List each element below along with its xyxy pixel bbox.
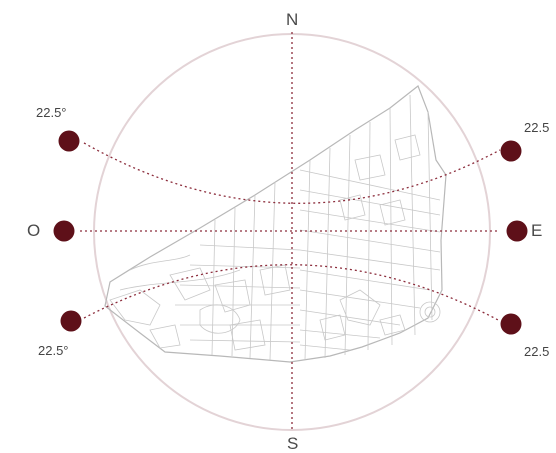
angle-label-top-left: 22.5° [36,105,67,120]
map-outline [104,85,447,363]
sun-path-winter [83,264,501,322]
roundabout [419,301,441,323]
park-area [109,254,291,351]
angle-label-bottom-right: 22.5 [524,344,550,359]
sun-marker-east [506,220,528,242]
urban-map [104,85,447,363]
sun-marker-west [53,220,75,242]
sun-marker-bottom-right [500,313,522,335]
west-label: O [27,221,41,240]
sun-marker-bottom-left [60,310,82,332]
angle-label-top-right: 22.5 [524,120,550,135]
street-grid-dense [175,94,441,361]
angle-label-bottom-left: 22.5° [38,343,69,358]
sun-marker-top-left [58,130,80,152]
south-label: S [287,434,299,453]
sun-marker-top-right [500,140,522,162]
east-label: E [531,221,543,240]
north-label: N [286,10,299,29]
